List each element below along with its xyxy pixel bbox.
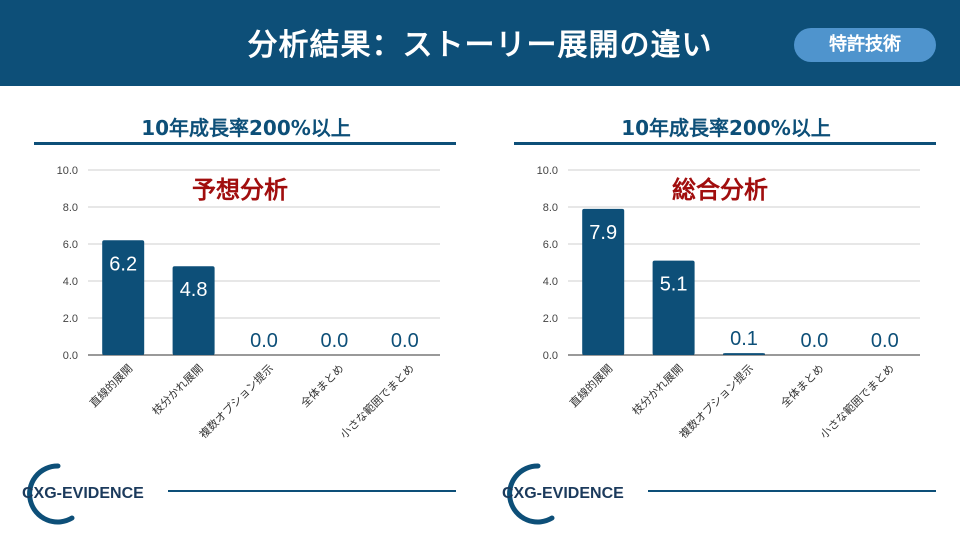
x-tick-label: 全体まとめ (778, 361, 827, 410)
x-tick-label: 直線的展開 (87, 361, 136, 410)
x-tick-label: 枝分かれ展開 (629, 361, 686, 418)
y-tick-label: 10.0 (537, 165, 558, 177)
data-label: 6.2 (109, 253, 137, 275)
header-bar: 分析結果：ストーリー展開の違い 特許技術 (0, 0, 960, 86)
x-tick-label: 小さな範囲でまとめ (817, 361, 897, 441)
y-tick-label: 8.0 (63, 202, 78, 214)
bar (652, 260, 695, 355)
y-tick-label: 10.0 (57, 165, 78, 177)
patent-badge: 特許技術 (794, 28, 936, 62)
y-tick-label: 8.0 (543, 202, 558, 214)
left-logo-rule (168, 490, 456, 492)
left-bar-chart: 0.0 2.0 4.0 6.0 8.0 10.0 予想分析 6.2 直線的展開 4.8 枝分かれ展開… (57, 165, 440, 441)
logo-arc-icon (507, 463, 555, 525)
bar (172, 266, 215, 355)
right-title-rule (514, 142, 936, 145)
chart-annotation: 総合分析 (672, 176, 768, 204)
y-tick-label: 0.0 (63, 350, 78, 362)
data-label: 0.0 (250, 330, 278, 352)
left-chart-title: 10年成長率200%以上 (141, 116, 351, 140)
data-label: 0.0 (320, 330, 348, 352)
logo-arc-icon (27, 463, 75, 525)
y-tick-label: 6.0 (63, 239, 78, 251)
chart-annotation: 予想分析 (192, 176, 288, 204)
data-label: 4.8 (180, 279, 208, 301)
right-logo: CXG-EVIDENCE (502, 463, 624, 525)
y-tick-label: 4.0 (543, 276, 558, 288)
y-tick-label: 0.0 (543, 350, 558, 362)
left-title-rule (34, 142, 456, 145)
logo-wordmark: CXG-EVIDENCE (502, 485, 624, 502)
right-bar-chart: 0.0 2.0 4.0 6.0 8.0 10.0 総合分析 7.9 直線的展開 5.1 枝分かれ展開… (537, 165, 920, 441)
right-logo-rule (648, 490, 936, 492)
y-tick-label: 6.0 (543, 239, 558, 251)
x-tick-label: 全体まとめ (298, 361, 347, 410)
y-tick-label: 4.0 (63, 276, 78, 288)
right-chart-title: 10年成長率200%以上 (621, 116, 831, 140)
y-tick-label: 2.0 (63, 313, 78, 325)
data-label: 0.0 (391, 330, 419, 352)
x-tick-label: 小さな範囲でまとめ (337, 361, 417, 441)
y-tick-label: 2.0 (543, 313, 558, 325)
x-tick-label: 枝分かれ展開 (149, 361, 206, 418)
bar (582, 208, 625, 355)
x-tick-label: 複数オプション提示 (196, 361, 276, 441)
data-label: 0.1 (730, 328, 758, 350)
bar (723, 353, 765, 355)
left-logo: CXG-EVIDENCE (22, 463, 144, 525)
logo-wordmark: CXG-EVIDENCE (22, 485, 144, 502)
data-label: 5.1 (660, 274, 688, 296)
x-tick-label: 直線的展開 (567, 361, 616, 410)
bar (102, 240, 145, 355)
page-title: 分析結果：ストーリー展開の違い (247, 28, 713, 63)
data-label: 0.0 (871, 330, 899, 352)
x-tick-label: 複数オプション提示 (676, 361, 756, 441)
data-label: 0.0 (800, 330, 828, 352)
data-label: 7.9 (589, 222, 617, 244)
